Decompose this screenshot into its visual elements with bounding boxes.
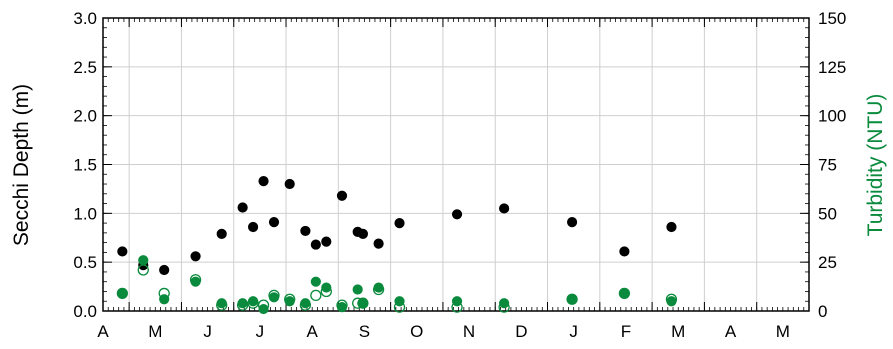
turbidity-point-open [247,297,259,309]
turbidity-point-open [372,283,385,296]
turbidity-point-open [158,287,170,300]
turbidity-point-open [393,301,406,313]
turbidity-point-filled [310,276,321,287]
x-tick-label: A [307,322,319,341]
axis-ticks [102,17,810,312]
secchi-depth-point-filled [451,209,463,220]
x-tick-label: M [776,322,790,341]
y-tick-label-right: 0 [818,302,827,321]
turbidity-point-filled [138,255,149,266]
turbidity-point-filled [394,296,405,307]
secchi-depth-point-filled [566,217,578,228]
turbidity-point-open [284,293,296,305]
turbidity-point-open [236,299,249,311]
turbidity-point-open [566,293,578,305]
y-tick-label-left: 0.5 [73,253,97,272]
turbidity-point-open [498,301,510,313]
x-tick-label: J [256,322,265,341]
turbidity-point-filled [499,298,510,309]
turbidity-point-open [451,301,463,313]
turbidity-point-open [336,299,348,311]
y-tick-label-left: 1.0 [73,204,97,223]
y-tick-label-left: 2.0 [73,107,97,126]
turbidity-point-open [320,285,332,298]
y-axis-right-label: Turbidity (NTU) [864,94,887,237]
y-tick-label-right: 50 [818,204,837,223]
secchi-depth-point-filled [310,239,321,250]
secchi-depth-point-filled [357,228,369,239]
x-tick-label: S [359,322,370,341]
secchi-depth-point-filled [284,178,295,190]
y-axis-left-label: Secchi Depth (m) [10,84,33,246]
secchi-depth-point-filled [373,238,384,249]
x-tick-label: O [410,322,423,341]
x-tick-label: M [671,322,685,341]
turbidity-point-open [618,287,631,300]
secchi-depth-point-filled [336,190,348,201]
secchi-depth-point-filled [499,203,510,214]
turbidity-point-open [310,289,322,302]
secchi-depth-point-filled [237,202,248,213]
x-tick-label: N [463,322,475,341]
secchi-depth-point-filled [159,264,170,276]
y-tick-label-left: 1.5 [73,156,97,175]
x-tick-label: A [725,322,737,341]
turbidity-point-filled [159,294,170,305]
x-tick-label: M [148,322,162,341]
y-tick-label-right: 25 [818,253,837,272]
turbidity-point-open [216,299,228,311]
turbidity-point-filled [321,282,332,293]
secchi-depth-point-filled [247,221,259,233]
turbidity-point-filled [451,296,463,307]
turbidity-point-open [357,297,369,309]
turbidity-point-open [116,287,128,300]
x-tick-label: A [97,322,109,341]
secchi-depth-point-filled [666,221,677,233]
y-tick-label-right: 75 [818,156,837,175]
y-tick-label-left: 3.0 [73,9,97,28]
turbidity-point-open [189,274,202,286]
secchi-depth-point-filled [300,225,311,237]
x-tick-label: J [569,322,578,341]
turbidity-point-filled [352,284,363,295]
secchi-depth-point-filled [619,246,630,257]
y-tick-label-right: 100 [818,107,846,126]
y-tick-label-right: 150 [818,9,846,28]
turbidity-point-open [257,299,270,311]
secchi-depth-point-filled [190,251,201,262]
turbidity-point-open [137,264,149,276]
turbidity-point-open [299,299,312,311]
turbidity-point-open [268,289,280,302]
x-tick-label: J [203,322,212,341]
secchi-depth-point-filled [216,228,227,239]
y-tick-label-right: 125 [818,58,846,77]
secchi-depth-point-filled [117,246,128,257]
y-axis-right-tick-labels: 0 25 50 75 100 125 150 [818,9,846,321]
x-tick-label: D [515,322,527,341]
secchi-depth-point-filled [268,217,280,228]
x-tick-label: F [621,322,631,341]
grid [103,18,810,311]
turbidity-point-open [352,297,364,309]
secchi-depth-point-filled [394,218,405,229]
turbidity-point-open [665,293,678,305]
turbidity-point-filled [258,303,269,315]
y-tick-label-left: 2.5 [73,58,97,77]
y-axis-left-tick-labels: 0.0 0.5 1.0 1.5 2.0 2.5 3.0 [73,9,97,321]
y-tick-label-left: 0.0 [73,302,97,321]
secchi-depth-point-filled [321,236,332,247]
data-points [116,176,678,315]
secchi-depth-point-filled [258,176,269,187]
